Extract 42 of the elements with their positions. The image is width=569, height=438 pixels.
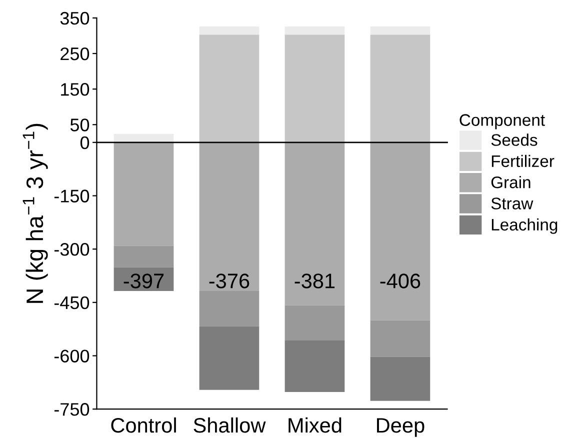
legend-label: Grain xyxy=(491,176,530,188)
x-tick-label: Control xyxy=(111,417,176,433)
y-tick-label: 350 xyxy=(60,12,90,25)
legend-label: Leaching xyxy=(492,218,558,234)
y-tick-label: 250 xyxy=(60,47,90,60)
y-tick-label: 0 xyxy=(80,136,90,150)
y-axis-title: N (kg ha$^{−1}$ 3 yr$^{−1}$) xyxy=(22,124,48,303)
bar xyxy=(199,34,260,142)
y-tick-label: 150 xyxy=(61,83,90,96)
legend-label: Fertilizer xyxy=(492,154,554,168)
legend-label: Straw xyxy=(491,198,534,210)
x-tick-label: Mixed xyxy=(288,417,342,433)
bar xyxy=(370,356,430,401)
y-tick-label: -300 xyxy=(54,243,90,256)
bar xyxy=(370,142,430,320)
y-tick-label: -750 xyxy=(54,403,90,416)
y-tick-label: -450 xyxy=(54,296,90,310)
y-tick-label: 50 xyxy=(70,118,90,132)
bar xyxy=(370,26,430,35)
x-tick-label: Deep xyxy=(377,418,424,437)
bar xyxy=(114,142,174,246)
bar xyxy=(284,340,345,392)
bar xyxy=(284,142,345,306)
annotation: -406 xyxy=(380,274,420,288)
annotation: -397 xyxy=(124,274,164,288)
bar xyxy=(370,34,430,142)
bar xyxy=(284,26,345,35)
bar xyxy=(284,305,345,340)
bar xyxy=(199,142,260,292)
bar xyxy=(284,34,345,142)
legend-label: Seeds xyxy=(491,134,538,146)
x-tick-label: Shallow xyxy=(194,417,266,433)
y-tick-label: -150 xyxy=(54,190,90,202)
bar xyxy=(199,291,260,326)
bar xyxy=(114,246,174,268)
y-tick-label: -600 xyxy=(54,350,90,362)
bar xyxy=(199,326,260,390)
bar xyxy=(370,320,430,357)
annotation: -376 xyxy=(209,274,250,288)
bar xyxy=(199,26,260,35)
legend-title: Component xyxy=(460,114,545,130)
annotation: -381 xyxy=(294,274,335,288)
